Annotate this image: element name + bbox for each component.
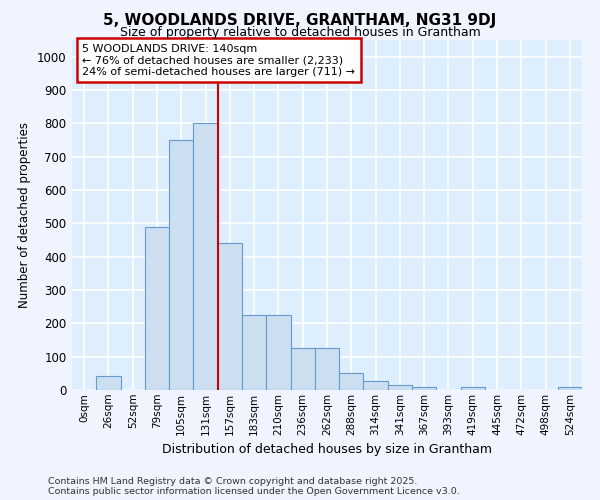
Bar: [96, 376, 121, 390]
Bar: [339, 374, 364, 390]
Text: Contains public sector information licensed under the Open Government Licence v3: Contains public sector information licen…: [48, 487, 460, 496]
Bar: [218, 244, 242, 390]
Bar: [558, 388, 582, 390]
Bar: [315, 348, 339, 390]
Y-axis label: Number of detached properties: Number of detached properties: [18, 122, 31, 308]
Bar: [412, 386, 436, 390]
X-axis label: Distribution of detached houses by size in Grantham: Distribution of detached houses by size …: [162, 443, 492, 456]
Text: 5, WOODLANDS DRIVE, GRANTHAM, NG31 9DJ: 5, WOODLANDS DRIVE, GRANTHAM, NG31 9DJ: [103, 12, 497, 28]
Bar: [145, 226, 169, 390]
Bar: [388, 385, 412, 390]
Bar: [193, 124, 218, 390]
Bar: [461, 386, 485, 390]
Bar: [242, 315, 266, 390]
Text: Contains HM Land Registry data © Crown copyright and database right 2025.: Contains HM Land Registry data © Crown c…: [48, 477, 418, 486]
Text: Size of property relative to detached houses in Grantham: Size of property relative to detached ho…: [119, 26, 481, 39]
Bar: [169, 140, 193, 390]
Bar: [290, 348, 315, 390]
Bar: [266, 315, 290, 390]
Text: 5 WOODLANDS DRIVE: 140sqm
← 76% of detached houses are smaller (2,233)
24% of se: 5 WOODLANDS DRIVE: 140sqm ← 76% of detac…: [82, 44, 355, 76]
Bar: [364, 380, 388, 390]
